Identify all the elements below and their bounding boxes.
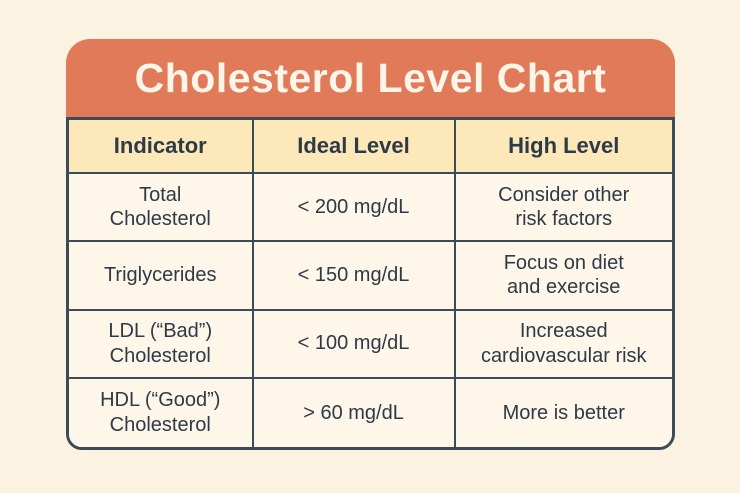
cell-indicator-triglycerides: Triglycerides <box>69 242 254 311</box>
cell-ideal-hdl-cholesterol: > 60 mg/dL <box>253 378 456 447</box>
cell-ideal-total-cholesterol: < 200 mg/dL <box>253 174 456 243</box>
cholesterol-chart-card: Cholesterol Level Chart Indicator Ideal … <box>66 39 675 450</box>
cholesterol-table: Indicator Ideal Level High Level Total C… <box>66 117 675 450</box>
chart-header-banner: Cholesterol Level Chart <box>66 39 675 117</box>
column-header-high-level: High Level <box>455 120 672 174</box>
column-header-ideal-level: Ideal Level <box>253 120 456 174</box>
cell-ideal-ldl-cholesterol: < 100 mg/dL <box>253 310 456 379</box>
column-header-indicator: Indicator <box>69 120 254 174</box>
cell-indicator-ldl-cholesterol: LDL (“Bad”) Cholesterol <box>69 310 254 379</box>
cell-indicator-hdl-cholesterol: HDL (“Good”) Cholesterol <box>69 378 254 447</box>
cell-high-hdl-cholesterol: More is better <box>455 378 672 447</box>
page-title: Cholesterol Level Chart <box>134 54 607 101</box>
cell-high-triglycerides: Focus on diet and exercise <box>455 242 672 311</box>
cell-indicator-total-cholesterol: Total Cholesterol <box>69 174 254 243</box>
cell-ideal-triglycerides: < 150 mg/dL <box>253 242 456 311</box>
cell-high-ldl-cholesterol: Increased cardiovascular risk <box>455 310 672 379</box>
cell-high-total-cholesterol: Consider other risk factors <box>455 174 672 243</box>
